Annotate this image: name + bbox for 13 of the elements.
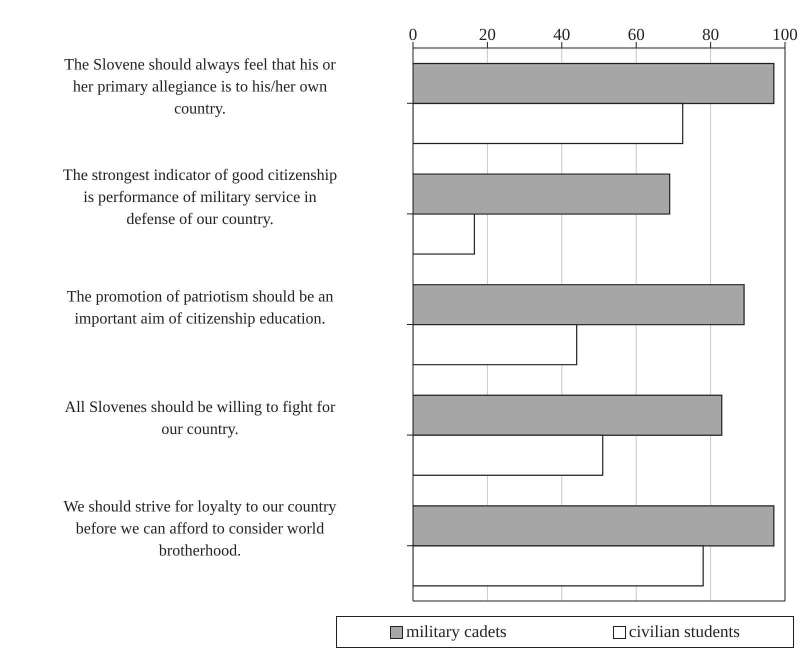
- x-tick-label: 40: [553, 25, 570, 44]
- x-tick-label: 100: [772, 25, 798, 44]
- y-tick-label: We should strive for loyalty to our country before we can afford to consider world brotherhood.: [64, 498, 336, 560]
- x-tick-label: 60: [628, 25, 645, 44]
- x-tick-label: 20: [478, 25, 496, 44]
- x-tick-label: 80: [702, 25, 720, 44]
- legend-label: civilian students: [628, 622, 740, 642]
- y-tick-label: The promotion of patriotism should be an important aim of citizenship education.: [66, 288, 334, 328]
- y-tick-label: All Slovenes should be willing to fight for our country.: [64, 399, 336, 438]
- y-tick-label: The Slovene should always feel that his or her primary allegiance is to his/her own country.: [64, 56, 336, 118]
- y-tick-label: The strongest indicator of good citizenship is performance of military service in defense of our country.: [62, 166, 338, 228]
- x-tick-label: 0: [408, 25, 418, 44]
- legend-label: military cadets: [405, 622, 507, 642]
